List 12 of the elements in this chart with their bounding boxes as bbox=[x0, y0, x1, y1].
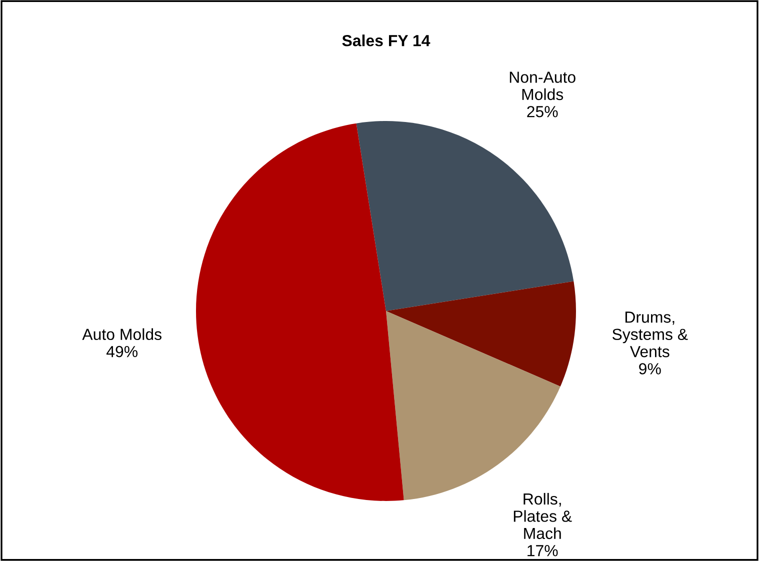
data-label: 17% bbox=[528, 545, 558, 556]
slice-label: Rolls, Plates & Mach bbox=[514, 492, 572, 540]
chart-title: Sales FY 14 bbox=[342, 34, 430, 46]
pie-slice bbox=[196, 123, 404, 501]
pie-slice bbox=[386, 281, 576, 386]
data-label: 9% bbox=[639, 363, 661, 374]
slice-label: Drums, Systems & Vents bbox=[612, 312, 688, 358]
slice-label: Non-Auto Molds bbox=[510, 72, 576, 100]
data-label: 49% bbox=[106, 346, 138, 358]
pie-slice bbox=[356, 121, 574, 311]
slice-label: Auto Molds bbox=[82, 328, 162, 340]
data-label: 25% bbox=[527, 106, 558, 118]
